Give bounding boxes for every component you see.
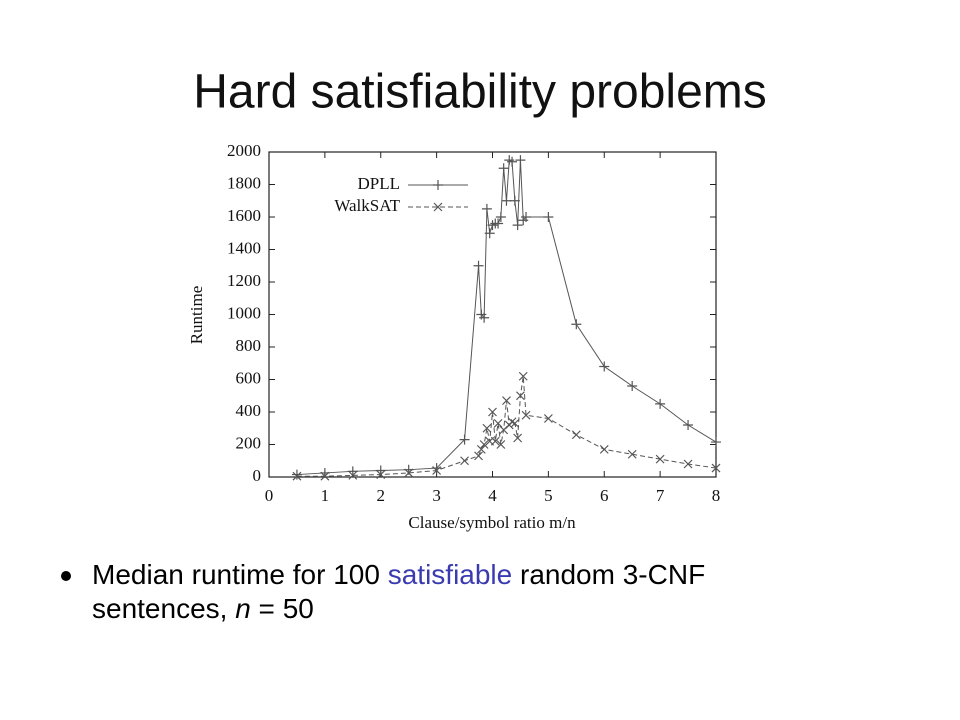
text: random 3-CNF sentences, [92,559,706,624]
marker [474,451,483,461]
y-tick-label: 1800 [227,173,261,192]
marker [627,449,637,459]
marker [655,398,666,409]
marker [521,410,531,420]
marker [513,433,523,443]
marker [518,371,528,381]
marker [498,163,509,174]
marker [543,212,554,222]
marker [627,381,638,391]
marker [433,180,443,190]
marker [510,418,520,428]
slide-title: Hard satisfiability problems [193,66,767,119]
y-tick-label: 2000 [227,141,261,160]
marker [571,319,582,330]
marker [516,391,525,401]
marker [495,212,506,222]
marker [376,470,386,479]
marker [683,420,694,430]
x-tick-label: 5 [544,486,553,505]
x-tick-label: 4 [488,486,497,505]
marker [431,463,442,474]
y-tick-label: 1600 [227,206,261,225]
marker [482,423,492,433]
marker [404,468,414,478]
marker [507,156,518,167]
x-tick-label: 6 [600,486,609,505]
marker [490,436,500,446]
marker [504,155,515,166]
y-tick-label: 600 [236,368,262,387]
marker [479,440,489,449]
y-tick-label: 400 [236,401,262,420]
marker [493,418,503,428]
marker [460,456,469,466]
marker [599,444,609,454]
marker [476,444,486,454]
series-line [296,159,717,476]
marker [501,195,512,206]
legend-label: DPLL [358,174,401,193]
marker [291,469,302,480]
text: Median runtime for 100 [92,559,388,590]
variable: n [235,593,251,624]
y-tick-label: 200 [236,433,262,452]
marker [683,459,693,469]
x-tick-label: 3 [432,486,441,505]
marker [493,218,504,229]
x-tick-label: 7 [656,486,665,505]
marker [571,430,581,440]
marker [502,396,511,406]
marker [655,454,665,464]
y-tick-label: 1400 [227,238,261,257]
y-tick-label: 800 [236,336,262,355]
marker [711,463,721,473]
marker [473,260,484,271]
marker [512,220,523,231]
marker [599,361,610,372]
marker [432,466,442,475]
marker [348,470,358,480]
marker [509,195,520,206]
y-tick-label: 1200 [227,271,261,290]
y-tick-label: 0 [253,466,262,485]
marker [711,437,721,448]
highlight: satisfiable [387,559,513,590]
x-axis-label: Clause/symbol ratio m/n [408,513,576,532]
marker [484,228,495,239]
marker [488,407,497,417]
marker [543,414,553,423]
marker [292,471,302,481]
marker [515,155,526,166]
bullet-text: Median runtime for 100 satisfiable rando… [92,558,827,626]
marker [496,440,506,449]
y-axis-label: Runtime [187,286,206,345]
x-tick-label: 0 [265,486,274,505]
marker [479,312,490,323]
x-tick-label: 2 [377,486,386,505]
marker [481,203,492,214]
x-tick-label: 1 [321,486,330,505]
legend-label: WalkSAT [334,196,400,215]
marker [521,212,532,222]
marker [507,417,517,427]
bullet-dot [61,571,71,581]
marker [433,202,443,212]
text: = 50 [250,593,314,624]
series-line [296,376,717,477]
x-tick-label: 8 [712,486,721,505]
y-tick-label: 1000 [227,303,261,322]
marker [320,471,330,481]
marker [459,434,470,445]
